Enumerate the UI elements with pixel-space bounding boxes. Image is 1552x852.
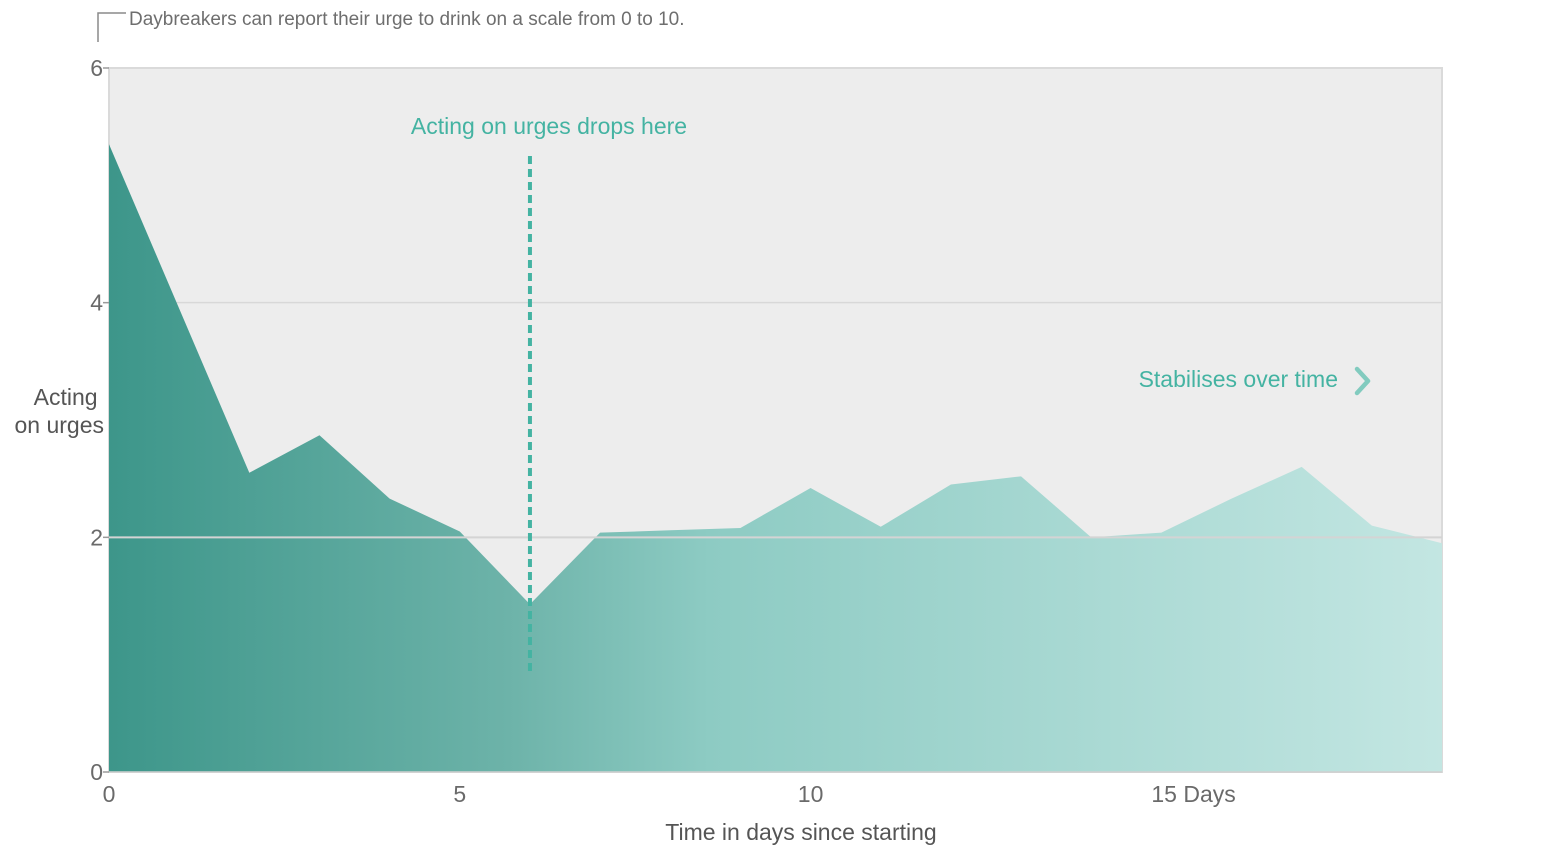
stabilises-annotation-label: Stabilises over time	[1139, 366, 1338, 392]
x-tick-label: 15 Days	[1151, 781, 1235, 807]
y-axis-title-line-2: on urges	[14, 412, 104, 438]
y-axis-title-line-1: Acting	[34, 384, 98, 410]
y-tick-label: 0	[90, 759, 103, 785]
x-axis-title: Time in days since starting	[665, 819, 936, 845]
chevron-right-icon	[1354, 366, 1371, 396]
y-axis-title: Acting on urges	[14, 384, 104, 438]
ticks: 0 2 4 6 0 5 10 15 Days	[90, 55, 1236, 807]
x-tick-label: 0	[103, 781, 116, 807]
y-tick-label: 6	[90, 55, 103, 81]
series-area	[109, 144, 1442, 772]
x-tick-label: 5	[453, 781, 466, 807]
y-tick-label: 4	[90, 290, 103, 316]
note-bracket	[97, 12, 126, 42]
x-tick-label: 10	[798, 781, 824, 807]
scale-note: Daybreakers can report their urge to dri…	[129, 9, 685, 30]
y-tick-label: 2	[90, 524, 103, 550]
drop-annotation-label: Acting on urges drops here	[411, 113, 687, 139]
